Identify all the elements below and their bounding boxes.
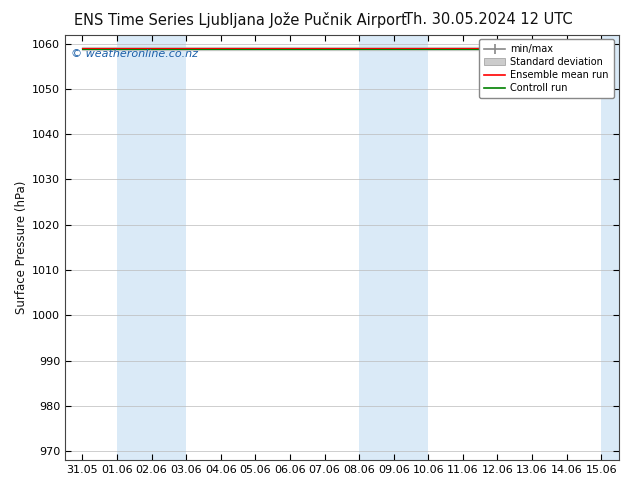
Bar	[117, 35, 186, 460]
Text: Th. 30.05.2024 12 UTC: Th. 30.05.2024 12 UTC	[404, 12, 573, 27]
Bar	[359, 35, 429, 460]
Text: ENS Time Series Ljubljana Jože Pučnik Airport: ENS Time Series Ljubljana Jože Pučnik Ai…	[74, 12, 408, 28]
Y-axis label: Surface Pressure (hPa): Surface Pressure (hPa)	[15, 181, 28, 314]
Bar	[601, 35, 619, 460]
Legend: min/max, Standard deviation, Ensemble mean run, Controll run: min/max, Standard deviation, Ensemble me…	[479, 40, 614, 98]
Text: © weatheronline.co.nz: © weatheronline.co.nz	[70, 49, 198, 59]
